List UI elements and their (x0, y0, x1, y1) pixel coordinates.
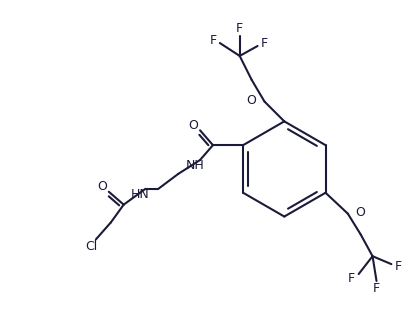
Text: F: F (209, 34, 217, 46)
Text: F: F (373, 283, 380, 295)
Text: O: O (188, 119, 198, 132)
Text: F: F (348, 271, 355, 284)
Text: O: O (97, 180, 107, 193)
Text: Cl: Cl (85, 240, 97, 253)
Text: O: O (247, 94, 257, 107)
Text: F: F (261, 37, 268, 49)
Text: F: F (395, 260, 402, 273)
Text: HN: HN (131, 188, 150, 201)
Text: O: O (356, 206, 366, 219)
Text: NH: NH (186, 160, 204, 172)
Text: F: F (236, 22, 243, 35)
